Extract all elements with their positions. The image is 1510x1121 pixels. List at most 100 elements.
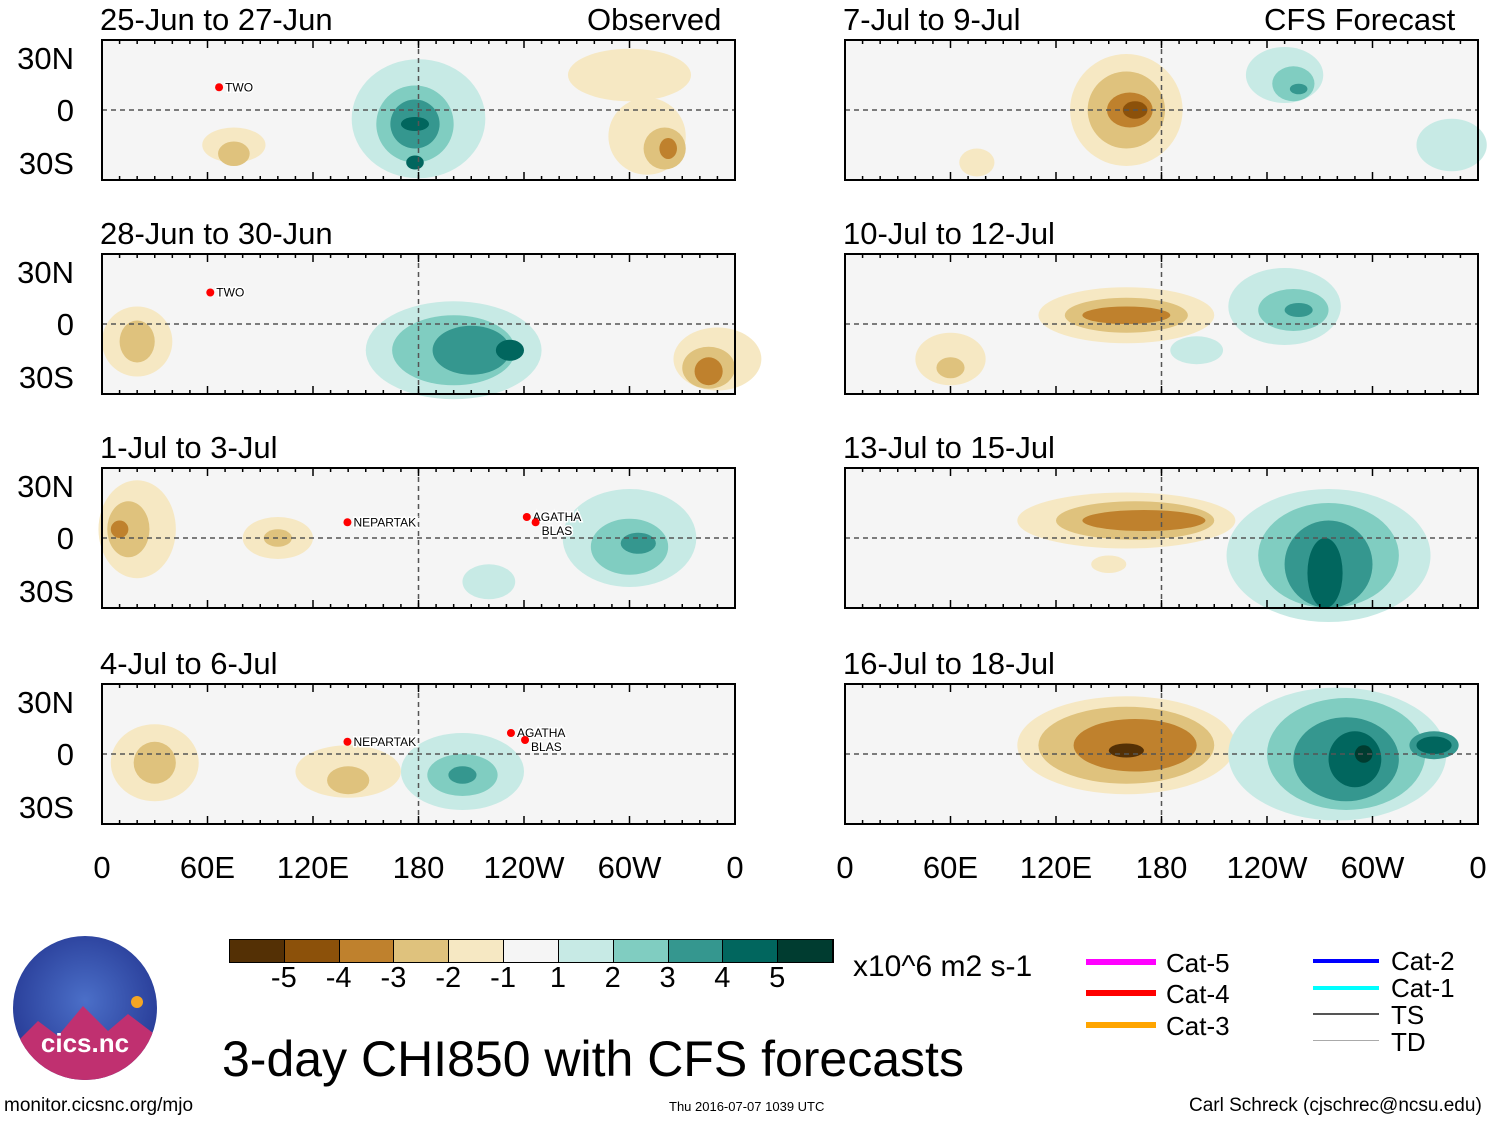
lat-label: 30S — [18, 146, 74, 181]
storm-marker — [206, 288, 215, 297]
anomaly-contour — [694, 357, 723, 386]
panel-title: 7-Jul to 9-Jul — [843, 2, 1021, 37]
anomaly-contour — [1284, 303, 1313, 317]
legend-label: Cat-1 — [1391, 973, 1455, 1003]
map-panel — [844, 253, 1479, 395]
panel-title: 28-Jun to 30-Jun — [100, 216, 333, 251]
colorbar-swatch — [284, 940, 340, 962]
lat-label: 30N — [17, 255, 74, 290]
anomaly-contour — [959, 148, 995, 177]
colorbar-swatch — [339, 940, 395, 962]
colorbar-swatch — [668, 940, 724, 962]
lon-label: 0 — [93, 850, 111, 885]
storm-label: AGATHA — [517, 726, 565, 740]
legend-line — [1313, 986, 1379, 990]
anomaly-contour — [1416, 736, 1452, 754]
colorbar-swatch — [230, 940, 285, 962]
anomaly-contour — [1416, 118, 1487, 172]
lon-label: 0 — [836, 850, 854, 885]
panel-title: 13-Jul to 15-Jul — [843, 430, 1055, 465]
anomaly-contour — [119, 320, 155, 363]
footer-timestamp: Thu 2016-07-07 1039 UTC — [669, 1099, 825, 1114]
storm-marker — [521, 736, 530, 744]
anomaly-contour — [1082, 510, 1206, 531]
anomaly-contour — [1108, 743, 1144, 758]
anomaly-contour — [406, 155, 424, 170]
panel-title: 16-Jul to 18-Jul — [843, 646, 1055, 681]
legend-label: Cat-3 — [1166, 1011, 1230, 1041]
anomaly-contour — [1082, 306, 1171, 324]
anomaly-contour — [107, 501, 150, 558]
legend-line — [1313, 1040, 1379, 1041]
colorbar-swatch — [394, 940, 450, 962]
legend-label: Cat-2 — [1391, 946, 1455, 976]
footer-url[interactable]: monitor.cicsnc.org/mjo — [4, 1095, 194, 1116]
figure-title: 3-day CHI850 with CFS forecasts — [222, 1031, 964, 1087]
colorbar-swatch — [504, 940, 559, 962]
legend-line — [1086, 959, 1156, 965]
lat-label: 30S — [18, 360, 74, 395]
lat-label: 30N — [17, 469, 74, 504]
lat-label: 30N — [17, 41, 74, 76]
logo-mountains-icon — [13, 996, 157, 1080]
lat-label: 0 — [56, 521, 74, 556]
storm-label: BLAS — [542, 524, 573, 538]
storm-marker — [506, 729, 515, 737]
storm-label: TWO — [225, 80, 253, 94]
storm-label: AGATHA — [533, 510, 581, 524]
anomaly-contour — [1307, 538, 1343, 608]
lat-label: 0 — [56, 307, 74, 342]
legend-line — [1313, 1013, 1379, 1015]
lat-label: 30S — [18, 790, 74, 825]
lon-label: 180 — [392, 850, 445, 885]
storm-marker — [343, 737, 352, 746]
lon-label: 120W — [483, 850, 565, 885]
lon-label: 60E — [922, 850, 979, 885]
footer-credit: Carl Schreck (cjschrec@ncsu.edu) — [1189, 1095, 1482, 1116]
colorbar-tick-label: -5 — [270, 962, 297, 994]
anomaly-contour — [462, 564, 516, 600]
cics-logo: cics.nc — [13, 936, 157, 1080]
legend-label: Cat-5 — [1166, 948, 1230, 978]
storm-marker — [343, 518, 352, 527]
colorbar-swatch — [778, 940, 833, 962]
anomaly-contour — [1091, 555, 1127, 573]
colorbar-tick-label: -2 — [435, 962, 462, 994]
lon-label: 60E — [179, 850, 236, 885]
map-panel — [844, 39, 1487, 181]
lon-label: 60W — [597, 850, 662, 885]
colorbar-tick-label: 2 — [604, 962, 621, 994]
lat-label: 30N — [17, 685, 74, 720]
anomaly-contour — [659, 138, 677, 159]
anomaly-contour — [448, 766, 477, 784]
anomaly-contour — [567, 48, 692, 102]
colorbar-swatch — [449, 940, 505, 962]
logo-text: cics.nc — [40, 1028, 130, 1058]
lon-label: 120E — [1019, 850, 1093, 885]
colorbar-swatch — [613, 940, 669, 962]
colorbar-tick-label: 3 — [659, 962, 676, 994]
anomaly-contour — [1170, 336, 1224, 365]
forecast-header: CFS Forecast — [1264, 2, 1456, 37]
anomaly-contour — [1354, 745, 1373, 763]
anomaly-contour — [400, 117, 430, 131]
storm-label: NEPARTAK — [353, 735, 416, 749]
legend-line — [1086, 990, 1156, 996]
legend-label: TS — [1391, 1000, 1425, 1030]
anomaly-contour — [218, 141, 250, 166]
lat-label: 0 — [56, 93, 74, 128]
colorbar-tick-label: -1 — [490, 962, 516, 994]
colorbar-tick-label: 4 — [714, 962, 731, 994]
storm-label: NEPARTAK — [353, 515, 416, 529]
lat-label: 0 — [56, 737, 74, 772]
map-panel: TWO — [101, 39, 736, 181]
lon-label: 0 — [726, 850, 744, 885]
colorbar — [229, 939, 834, 963]
panel-title: 1-Jul to 3-Jul — [100, 430, 278, 465]
map-panel: TWO — [101, 253, 762, 400]
colorbar-tick-label: -4 — [325, 962, 352, 994]
anomaly-contour — [1272, 66, 1315, 102]
panel-title: 25-Jun to 27-Jun — [100, 2, 333, 37]
